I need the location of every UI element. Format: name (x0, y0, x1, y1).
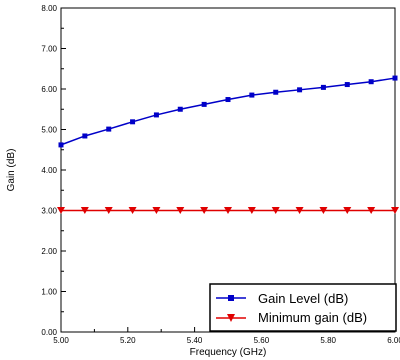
legend: Gain Level (dB) Minimum gain (dB) (209, 283, 397, 332)
y-tick-label: 7.00 (41, 45, 57, 54)
data-point (343, 207, 352, 214)
data-point (80, 207, 89, 214)
data-point (201, 101, 207, 107)
data-point (153, 112, 159, 118)
legend-minimum-gain-marker (227, 314, 235, 322)
data-point (106, 126, 112, 132)
data-point (152, 207, 161, 214)
legend-box (209, 283, 397, 332)
data-point (82, 133, 88, 139)
y-tick-label: 5.00 (41, 126, 57, 135)
plot-area (60, 7, 396, 333)
data-point (176, 207, 185, 214)
data-point (320, 84, 326, 90)
data-point (273, 89, 279, 95)
data-point (57, 207, 65, 214)
data-point (319, 207, 328, 214)
y-tick-label: 0.00 (41, 328, 57, 337)
data-point (224, 207, 232, 214)
data-point (58, 142, 64, 148)
x-tick-label: 6.00 (387, 336, 400, 345)
x-tick-label: 5.40 (187, 336, 203, 345)
data-point (130, 119, 136, 125)
legend-gain-level-marker (228, 295, 234, 301)
data-point (200, 207, 209, 214)
y-axis-ticks: 0.00 1.00 2.00 3.00 4.00 5.00 6.00 7.00 8.00 (41, 4, 66, 337)
data-point (225, 97, 231, 103)
x-tick-label: 5.20 (120, 336, 136, 345)
data-point (271, 207, 280, 214)
data-point (392, 75, 398, 81)
y-tick-label: 2.00 (41, 247, 57, 256)
x-axis-label: Frequency (GHz) (190, 347, 267, 358)
x-tick-label: 5.60 (254, 336, 270, 345)
data-point (391, 207, 399, 214)
x-tick-label: 5.00 (53, 336, 69, 345)
data-point (367, 207, 376, 214)
data-point (177, 106, 183, 112)
data-point (297, 87, 303, 93)
y-axis-label: Gain (dB) (6, 149, 17, 192)
data-point (104, 207, 113, 214)
data-point (128, 207, 137, 214)
x-tick-label: 5.80 (320, 336, 336, 345)
y-tick-label: 4.00 (41, 166, 57, 175)
legend-gain-level-label: Gain Level (dB) (258, 291, 348, 306)
legend-minimum-gain-label: Minimum gain (dB) (258, 310, 367, 325)
data-point (368, 79, 374, 85)
y-tick-label: 8.00 (41, 4, 57, 13)
y-tick-label: 3.00 (41, 207, 57, 216)
data-point (295, 207, 304, 214)
y-tick-label: 6.00 (41, 85, 57, 94)
series-layer (57, 75, 399, 214)
data-point (344, 82, 350, 88)
data-point (249, 92, 255, 98)
data-point (247, 207, 256, 214)
y-tick-label: 1.00 (41, 288, 57, 297)
